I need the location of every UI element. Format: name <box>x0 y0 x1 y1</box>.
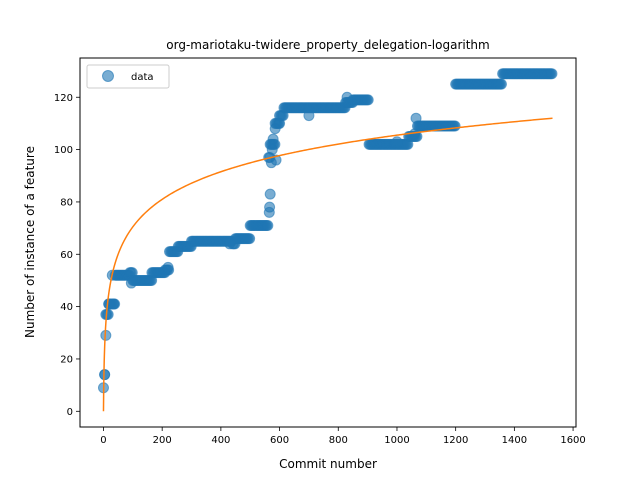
data-point <box>495 78 507 90</box>
x-tick-label: 1000 <box>384 435 409 446</box>
data-point <box>274 117 286 129</box>
data-point <box>125 277 137 289</box>
x-tick-label: 600 <box>270 435 289 446</box>
y-axis: 0 20 40 60 80 100 120 <box>54 93 80 418</box>
x-tick-label: 200 <box>153 435 172 446</box>
x-tick-label: 1400 <box>502 435 527 446</box>
data-point <box>162 261 174 273</box>
data-point <box>108 298 120 310</box>
data-point <box>362 94 374 106</box>
y-tick-label: 120 <box>54 93 73 104</box>
y-tick-label: 100 <box>54 145 73 156</box>
data-point <box>266 144 278 156</box>
data-point <box>267 133 279 145</box>
plot-area <box>97 68 558 412</box>
x-tick-label: 0 <box>100 435 106 446</box>
x-tick-label: 800 <box>329 435 348 446</box>
y-tick-label: 20 <box>60 354 73 365</box>
data-point <box>410 112 422 124</box>
legend-label-data: data <box>131 72 154 83</box>
x-tick-label: 1600 <box>560 435 585 446</box>
y-axis-label: Number of instance of a feature <box>23 146 37 338</box>
x-tick-label: 1200 <box>443 435 468 446</box>
legend: data <box>86 64 170 89</box>
legend-marker-data <box>102 70 114 82</box>
x-axis: 0 200 400 600 800 1000 1200 1400 1600 <box>100 427 586 446</box>
y-tick-label: 40 <box>60 302 73 313</box>
x-axis-label: Commit number <box>279 457 377 471</box>
fit-line <box>102 117 553 412</box>
data-point <box>264 201 276 213</box>
y-tick-label: 60 <box>60 250 73 261</box>
data-point <box>303 110 315 122</box>
chart-title: org-mariotaku-twidere_property_delegatio… <box>166 38 489 52</box>
data-point <box>546 68 558 80</box>
data-point <box>341 91 353 103</box>
data-point <box>224 238 236 250</box>
data-point <box>391 136 403 148</box>
axes-frame <box>79 57 577 428</box>
data-point <box>262 219 274 231</box>
y-tick-label: 0 <box>67 407 73 418</box>
legend-box <box>86 64 170 89</box>
data-point <box>264 188 276 200</box>
y-tick-label: 80 <box>60 197 73 208</box>
data-point <box>449 120 461 132</box>
x-tick-label: 400 <box>211 435 230 446</box>
data-point <box>244 233 256 245</box>
